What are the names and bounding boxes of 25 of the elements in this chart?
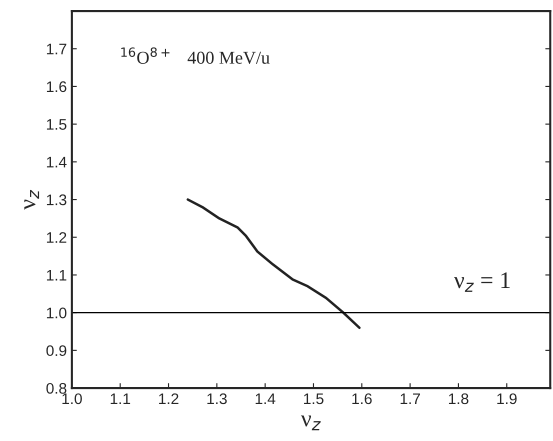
y-tick-label: 1.1	[46, 270, 66, 280]
x-tick-label: 1.5	[304, 394, 324, 404]
y-axis-title: ν$_{z}$	[24, 190, 40, 210]
y-tick-label: 0.9	[46, 345, 66, 356]
x-tick-label: 1.4	[256, 394, 276, 404]
text: $^{16}$O$^{8+}$ 400 MeV/u	[121, 47, 270, 64]
y-tick-label: 1.3	[46, 194, 66, 206]
x-tick-label: 1.2	[159, 393, 178, 404]
x-tick-label: 1.0	[62, 393, 82, 404]
line-series	[186, 198, 361, 329]
y-tick-label: 1.0	[46, 308, 66, 318]
x-axis-title: ν$_{z}$	[300, 415, 321, 430]
x-tick-label: 1.8	[448, 393, 468, 404]
y-tick-label: 1.4	[46, 156, 67, 168]
y-tick-label: 1.7	[46, 44, 66, 54]
x-tick-label: 1.3	[207, 393, 227, 404]
y-tick-label: 1.2	[46, 232, 66, 243]
x-tick-label: 1.1	[110, 394, 130, 404]
y-tick-label: 0.8	[46, 382, 66, 394]
y-tick-label: 1.6	[46, 81, 66, 92]
ref-line-label: ν$_{z}$ = 1	[454, 272, 510, 292]
x-tick-label: 1.6	[352, 393, 372, 404]
y-tick-label: 1.5	[46, 119, 66, 130]
x-tick-label: 1.9	[497, 393, 517, 404]
x-tick-label: 1.7	[400, 394, 420, 404]
